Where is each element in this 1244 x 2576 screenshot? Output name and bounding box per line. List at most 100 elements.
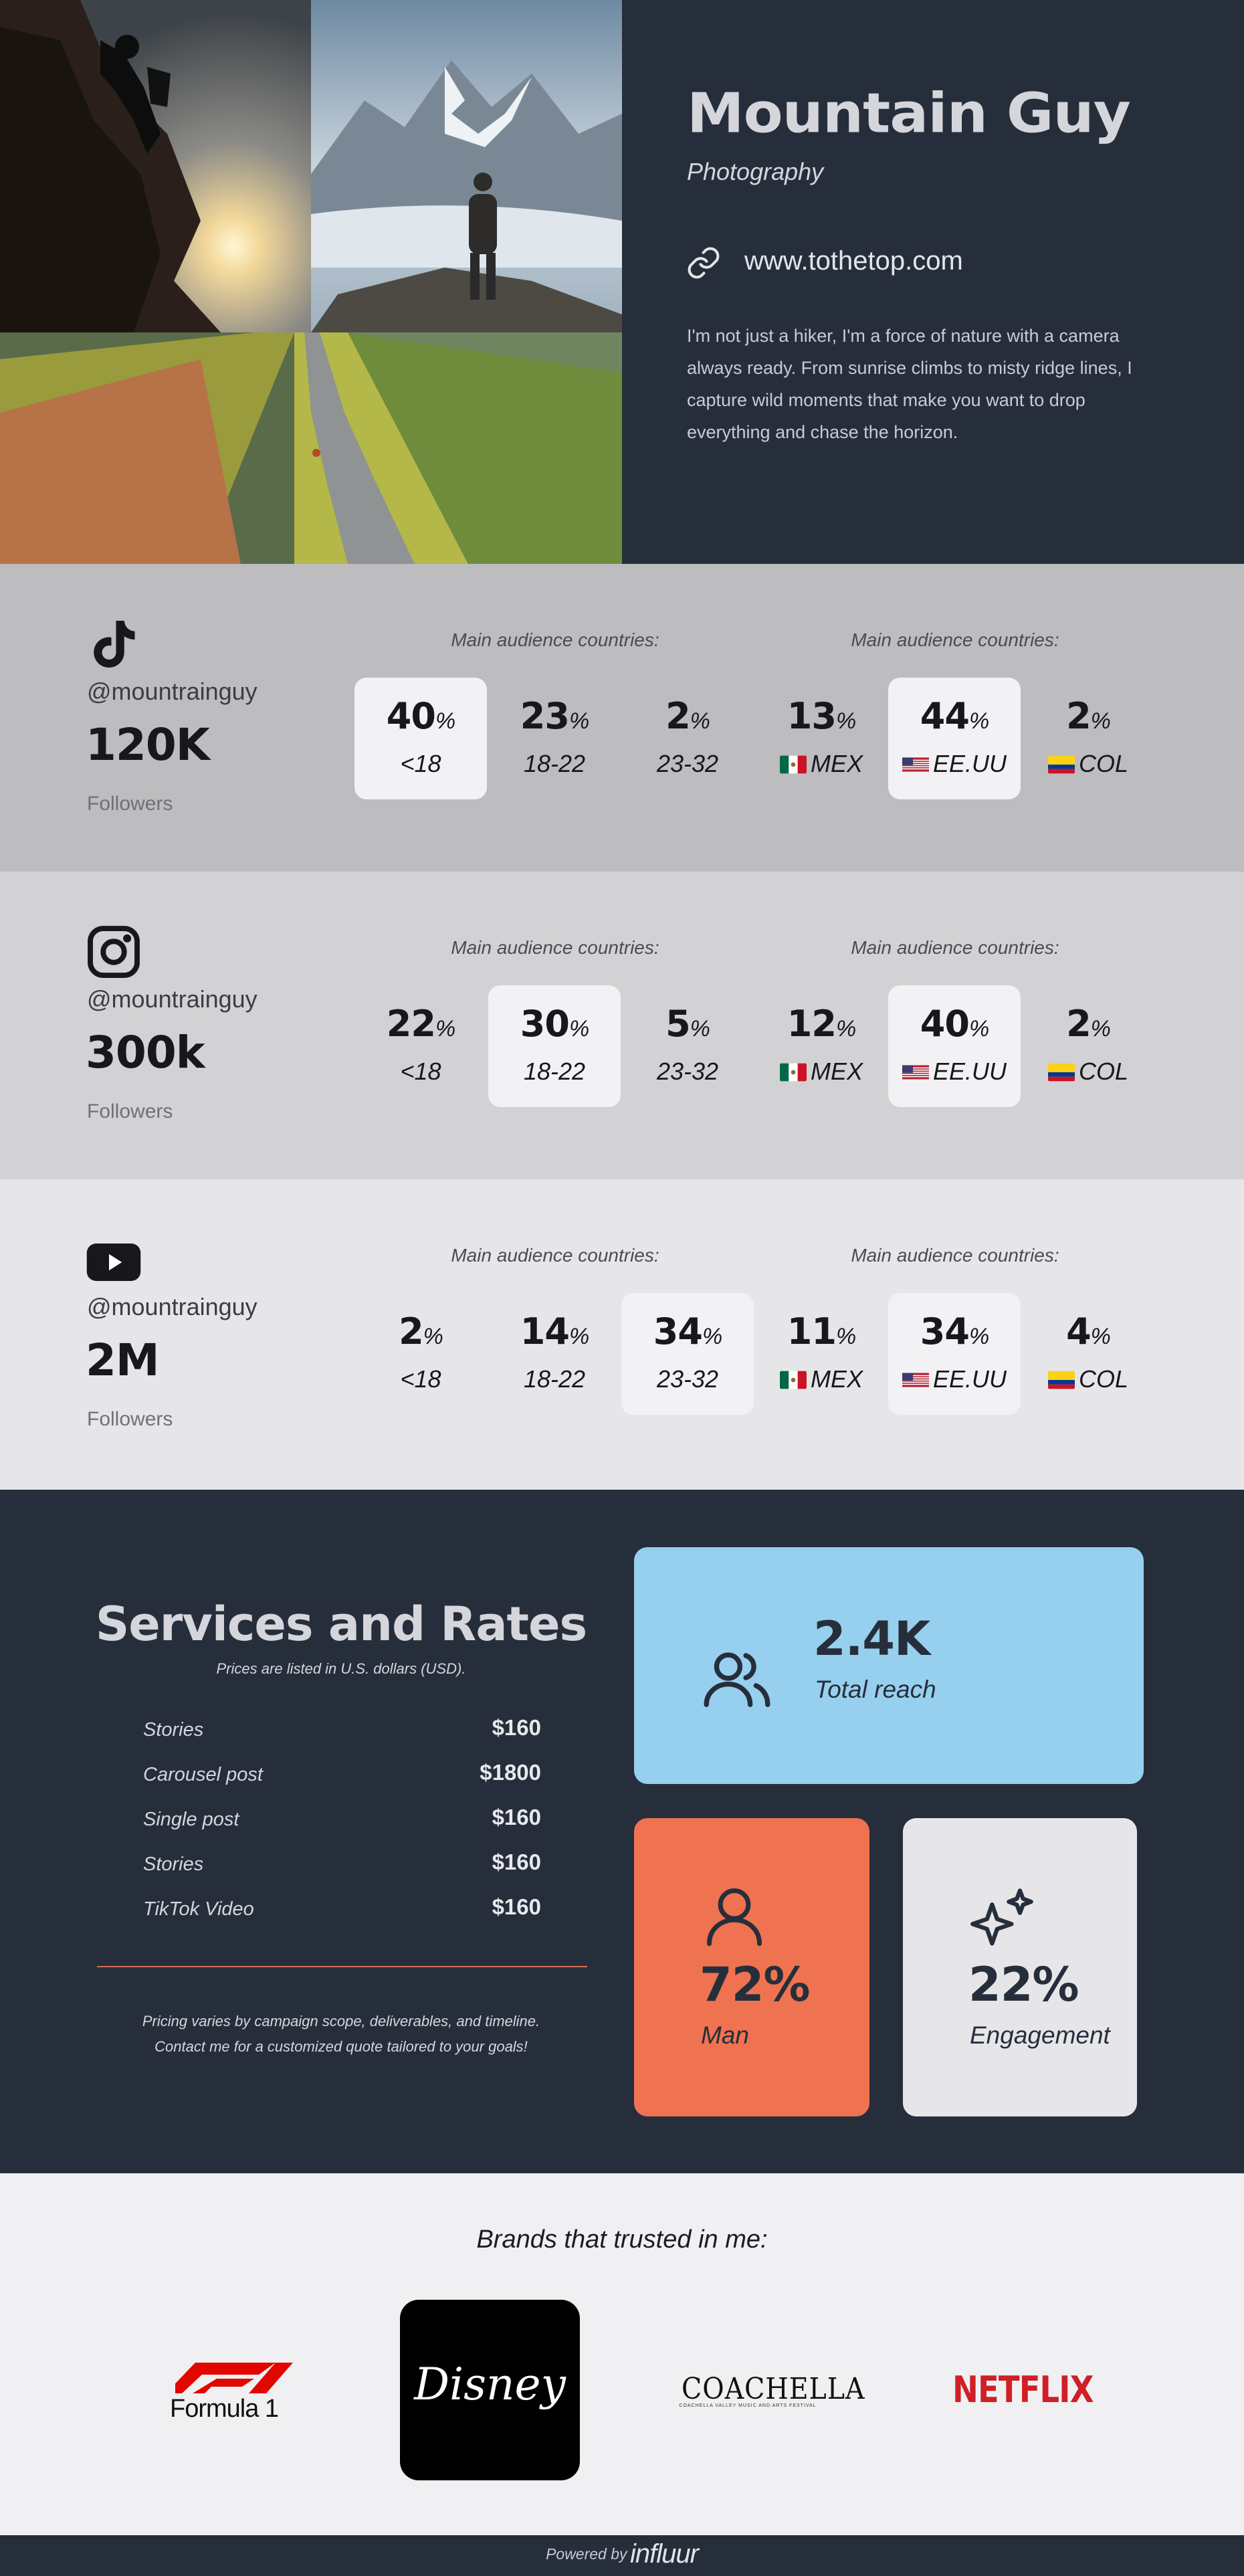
stat-value: 2 [1066,1003,1092,1045]
divider [97,1966,587,1967]
age-audience-title: Main audience countries: [451,629,659,650]
stat-label: EE.UU [932,750,1007,777]
colombia-flag-icon [1047,1371,1075,1389]
stat-label: 18-22 [523,1058,586,1085]
country-stat: 40% EE.UU [888,985,1021,1107]
stat-label: COL [1078,750,1129,777]
tiktok-followers-label: Followers [87,793,173,815]
stat-unit: % [968,708,989,734]
youtube-section: @mountrainguy 2M Followers Main audience… [0,1179,1244,1490]
stat-value: 13 [787,695,837,737]
country-stat: 44% EE.UU [888,678,1021,799]
tiktok-section: @mountrainguy 120K Followers Main audien… [0,564,1244,872]
climber-photo [0,0,311,332]
stat-unit: % [835,1324,856,1349]
stat-unit: % [568,708,589,734]
stat-value: 2 [665,695,691,737]
mexico-flag-icon [779,755,807,774]
stat-unit: % [1090,1324,1111,1349]
gender-value: 72% [700,1957,811,2012]
engagement-card: 22% Engagement [903,1818,1137,2116]
age-stat: 2% <18 [354,1293,487,1415]
total-reach-card: 2.4K Total reach [634,1547,1144,1784]
pricing-footnote-line: Pricing varies by campaign scope, delive… [142,2013,540,2029]
formula1-wordmark: Formula 1 [170,2395,279,2423]
powered-by-label: Powered by [546,2545,627,2563]
stat-unit: % [568,1016,589,1042]
stat-unit: % [702,1324,722,1349]
stat-unit: % [690,708,710,734]
currency-note: Prices are listed in U.S. dollars (USD). [216,1660,466,1677]
instagram-followers-label: Followers [87,1100,173,1122]
coachella-tagline: COACHELLA VALLEY MUSIC AND ARTS FESTIVAL [679,2403,817,2408]
stat-label: COL [1078,1058,1129,1085]
brands-section: Brands that trusted in me: Formula 1 Dis… [0,2173,1244,2535]
rate-row: Single post $160 [143,1803,541,1837]
pricing-footnote: Pricing varies by campaign scope, delive… [94,2009,589,2060]
stat-value: 23 [520,695,570,737]
country-stat: 12% MEX [755,985,888,1107]
stat-label: 23-32 [656,1365,719,1393]
mexico-flag-icon [779,1063,807,1082]
stat-label: 18-22 [523,1365,586,1393]
rate-row: TikTok Video $160 [143,1893,541,1926]
stat-unit: % [568,1324,589,1349]
service-name: TikTok Video [143,1898,254,1920]
stat-unit: % [690,1016,710,1042]
usa-flag-icon [902,1371,929,1389]
sparkles-icon [970,1888,1033,1946]
stat-label: EE.UU [932,1365,1007,1393]
age-audience-title: Main audience countries: [451,937,659,958]
coachella-wordmark: COACHELLA [682,2372,865,2406]
rate-row: Stories $160 [143,1714,541,1747]
total-reach-label: Total reach [815,1676,936,1703]
stat-value: 5 [665,1003,691,1045]
stat-unit: % [435,708,455,734]
service-name: Carousel post [143,1764,263,1785]
stat-unit: % [968,1324,989,1349]
tiktok-icon [94,621,135,668]
stat-value: 2 [1066,695,1092,737]
engagement-label: Engagement [970,2021,1110,2049]
service-name: Stories [143,1719,204,1741]
country-stat: 13% MEX [755,678,888,799]
age-stat: 23% 18-22 [488,678,621,799]
age-stat: 5% 23-32 [621,985,754,1107]
service-price: $160 [492,1805,541,1829]
stat-value: 2 [399,1310,424,1353]
age-stat: 34% 23-32 [621,1293,754,1415]
age-audience-title: Main audience countries: [451,1245,659,1266]
footer: Powered by influur [0,2535,1244,2576]
stat-label: EE.UU [932,1058,1007,1085]
stat-label: <18 [400,1365,441,1393]
age-stat: 30% 18-22 [488,985,621,1107]
summit-photo [311,0,622,332]
link-icon [688,247,720,279]
coachella-logo: COACHELLA COACHELLA VALLEY MUSIC AND ART… [674,2372,865,2412]
colombia-flag-icon [1047,1063,1075,1082]
country-stat: 2% COL [1022,678,1154,799]
users-icon [704,1652,770,1707]
usa-flag-icon [902,755,929,774]
stat-value: 40 [386,695,436,737]
total-reach-value: 2.4K [813,1611,930,1666]
youtube-handle: @mountrainguy [87,1293,257,1320]
formula1-logo: Formula 1 [167,2363,294,2423]
profile-name: Mountain Guy [687,82,1131,146]
stat-unit: % [423,1324,443,1349]
stat-unit: % [968,1016,989,1042]
engagement-value: 22% [968,1957,1079,2012]
stat-value: 34 [653,1310,703,1353]
stat-unit: % [1090,1016,1111,1042]
mexico-flag-icon [779,1371,807,1389]
stat-value: 11 [787,1310,837,1353]
service-price: $160 [492,1894,541,1919]
instagram-handle: @mountrainguy [87,985,257,1013]
website-link[interactable]: www.tothetop.com [744,246,963,276]
country-stat: 11% MEX [755,1293,888,1415]
stat-value: 34 [920,1310,970,1353]
gender-label: Man [701,2021,749,2049]
influur-logo[interactable]: influur [629,2539,699,2569]
netflix-logo: NETFLIX [952,2369,1094,2411]
service-price: $160 [492,1715,541,1740]
